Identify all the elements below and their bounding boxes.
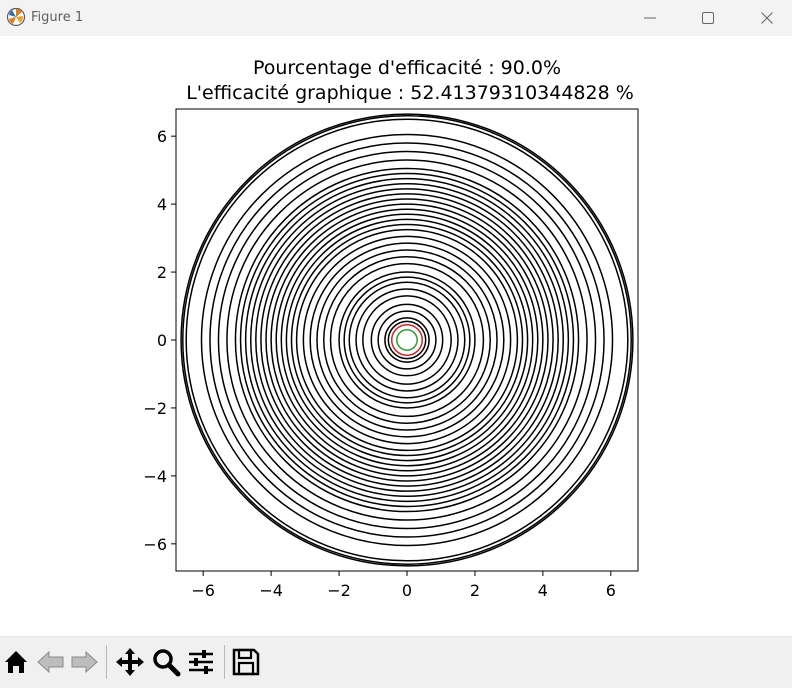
circle-series-0-31 [185, 118, 629, 562]
circle-series-0-28 [217, 150, 597, 530]
x-tick-label: −2 [327, 581, 351, 600]
x-tick-label: 2 [470, 581, 480, 600]
circle-series-0-25 [239, 172, 575, 508]
y-tick-label: −2 [143, 399, 167, 418]
circle-series-0-9 [329, 262, 485, 418]
maximize-icon [702, 12, 714, 24]
circle-series-0-1 [384, 317, 430, 363]
move-icon [116, 648, 144, 676]
home-icon [5, 651, 27, 673]
concentric-circles-chart: Pourcentage d'efficacité : 90.0% L'effic… [143, 57, 639, 600]
circle-series-1-0 [390, 323, 424, 357]
x-tick-label: 0 [402, 581, 412, 600]
circle-series-0-29 [209, 142, 605, 538]
y-tick-label: 4 [157, 195, 167, 214]
back-arrow-icon [37, 650, 64, 674]
circle-series-0-19 [270, 203, 544, 477]
y-tick-label: 0 [157, 331, 167, 350]
sliders-icon [189, 650, 213, 674]
close-button[interactable] [744, 0, 790, 36]
circle-series-0-13 [302, 235, 512, 445]
circle-series-0-30 [200, 133, 614, 547]
circle-series-0-0 [387, 320, 427, 360]
y-tick-label: −6 [143, 535, 167, 554]
matplotlib-figure-icon [6, 7, 26, 27]
zoom-button[interactable] [150, 646, 182, 678]
home-button[interactable] [0, 646, 32, 678]
circle-series-0-8 [338, 271, 476, 409]
forward-arrow-icon [71, 650, 98, 674]
toolbar-separator [224, 645, 225, 679]
circle-series-0-16 [285, 218, 529, 462]
maximize-button[interactable] [685, 0, 731, 36]
circle-series-0-17 [280, 213, 534, 467]
configure-subplots-button[interactable] [185, 646, 217, 678]
save-icon [232, 648, 260, 676]
forward-button[interactable] [68, 646, 100, 678]
circle-series-0-27 [226, 159, 588, 521]
circle-series-0-14 [295, 228, 519, 452]
circle-series-0-2 [377, 310, 437, 370]
circle-series-0-10 [323, 256, 491, 424]
circle-series-2-0 [396, 329, 418, 351]
y-tick-label: 6 [157, 127, 167, 146]
x-tick-label: 6 [606, 581, 616, 600]
circle-series-0-15 [290, 223, 524, 457]
plot-circles [180, 113, 634, 567]
y-tick-label: 2 [157, 263, 167, 282]
navigation-toolbar [0, 636, 792, 688]
circle-series-0-32 [182, 115, 632, 565]
circle-series-0-18 [275, 208, 539, 472]
x-axis: −6 −4 −2 0 2 4 6 [191, 571, 616, 600]
close-icon [761, 12, 773, 24]
circle-series-0-26 [234, 167, 580, 513]
zoom-icon [153, 649, 181, 677]
pan-button[interactable] [114, 646, 146, 678]
x-tick-label: −6 [191, 581, 215, 600]
back-button[interactable] [35, 646, 67, 678]
chart-title: Pourcentage d'efficacité : 90.0% [253, 57, 561, 79]
circle-series-0-23 [249, 182, 565, 498]
minimize-icon [644, 17, 656, 19]
chart-subtitle: L'efficacité graphique : 52.413793103448… [186, 82, 634, 104]
x-tick-label: 4 [538, 581, 548, 600]
circle-series-0-4 [362, 295, 452, 385]
x-tick-label: −4 [259, 581, 283, 600]
figure-canvas[interactable]: Pourcentage d'efficacité : 90.0% L'effic… [0, 36, 792, 636]
y-tick-label: −4 [143, 467, 167, 486]
circle-series-0-33 [180, 113, 634, 567]
title-bar: Figure 1 [0, 0, 792, 36]
circle-series-0-22 [255, 188, 559, 492]
toolbar-separator [106, 645, 107, 679]
circle-series-0-24 [244, 177, 570, 503]
minimize-button[interactable] [627, 0, 673, 36]
window-title: Figure 1 [31, 10, 84, 25]
circle-series-0-11 [316, 249, 498, 431]
circle-series-0-5 [355, 288, 459, 392]
circle-series-0-21 [260, 193, 554, 487]
save-button[interactable] [230, 646, 262, 678]
circle-series-0-12 [309, 242, 505, 438]
circle-series-0-3 [370, 303, 444, 377]
circle-series-0-20 [265, 198, 549, 482]
circle-series-0-7 [343, 276, 471, 404]
y-axis: −6 −4 −2 0 2 4 6 [143, 127, 176, 554]
circle-series-0-6 [348, 281, 466, 399]
